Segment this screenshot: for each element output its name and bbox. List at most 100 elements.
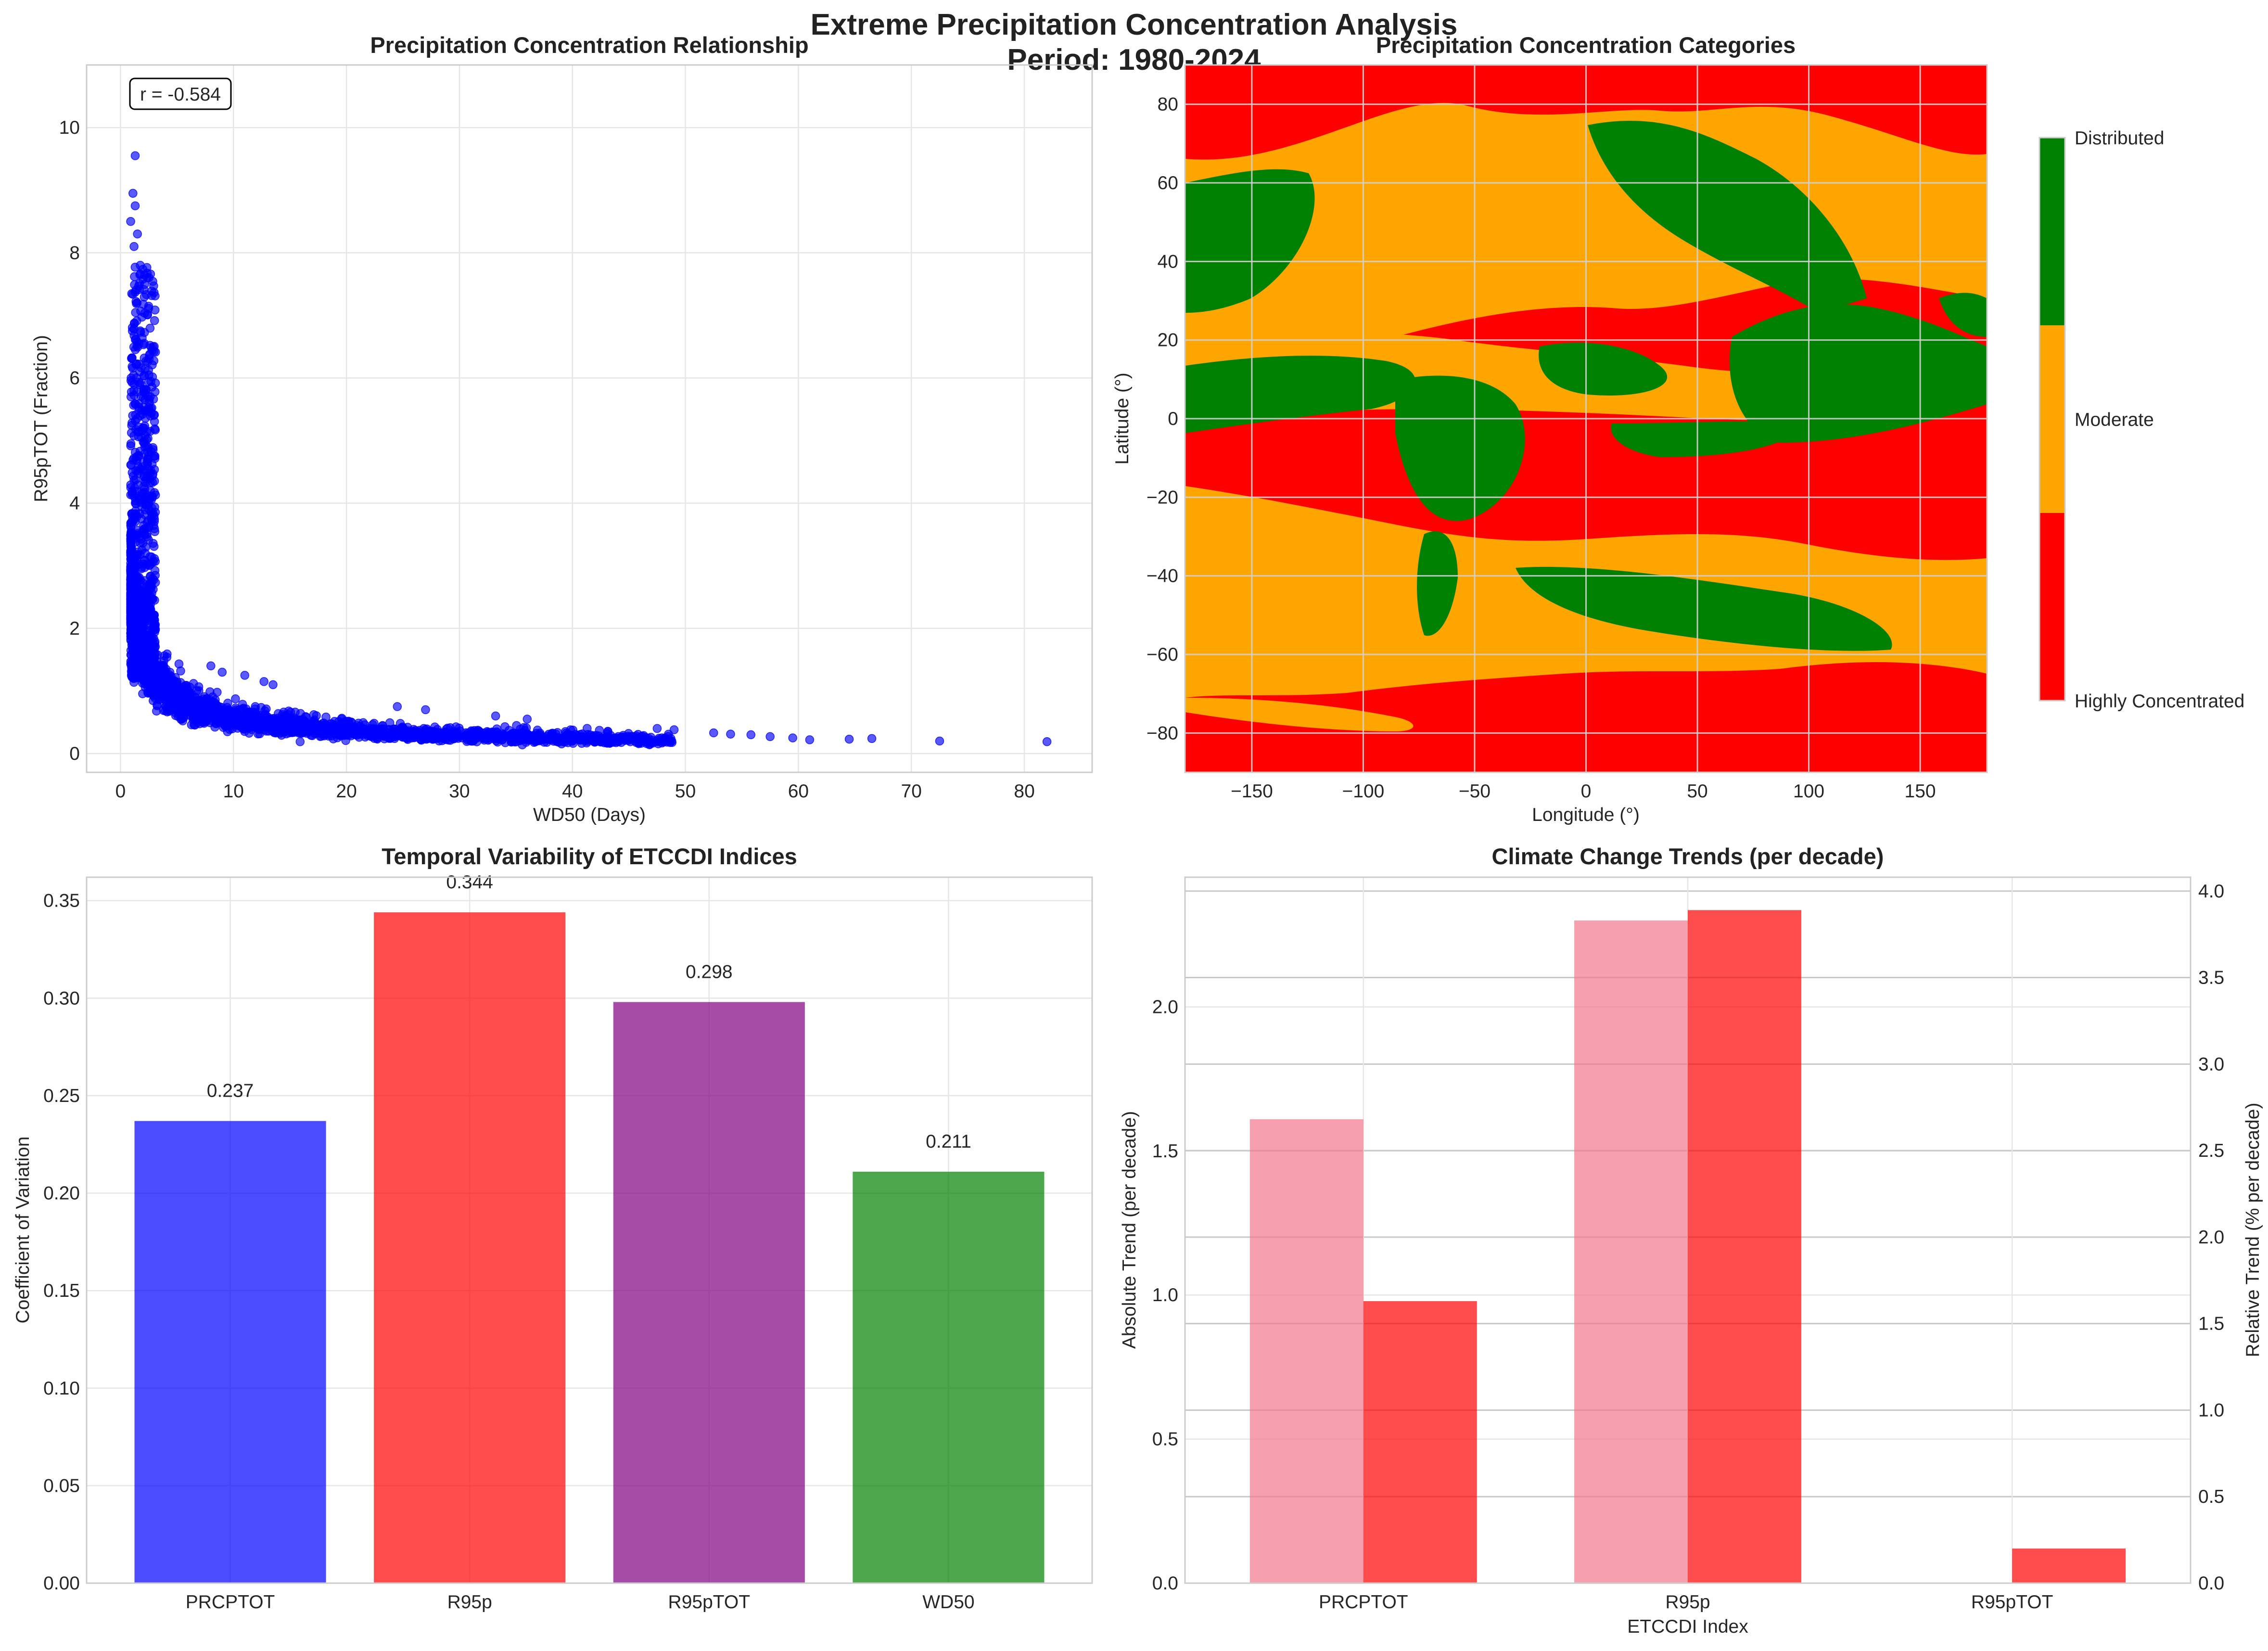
scatter-point: [251, 702, 260, 711]
scatter-panel: 0 10 20 30 40 50 60 70 80 0 2 4 6 8 10 Precipitation C…: [31, 32, 1093, 825]
scatter-point: [492, 724, 501, 734]
scatter-point: [134, 282, 143, 291]
scatter-point: [256, 722, 266, 731]
trends-title: Climate Change Trends (per decade): [1492, 844, 1884, 869]
trends-ytick-right: 2.5: [2198, 1140, 2224, 1161]
scatter-point: [269, 728, 279, 737]
scatter-point: [417, 729, 426, 738]
map-ylabel: Latitude (°): [1112, 372, 1133, 464]
scatter-point: [529, 735, 538, 744]
scatter-point: [867, 734, 877, 743]
map-title: Precipitation Concentration Categories: [1376, 32, 1796, 58]
scatter-xtick: 50: [675, 781, 696, 802]
colorbar-label-highly-concentrated: Highly Concentrated: [2075, 691, 2244, 712]
scatter-point: [131, 506, 140, 516]
scatter-point: [146, 583, 155, 592]
scatter-point: [166, 684, 175, 693]
scatter-point: [138, 586, 148, 596]
cv-bar-r95p: [374, 912, 566, 1583]
trends-ytick-right: 2.0: [2198, 1227, 2224, 1248]
cv-panel: 0.237 0.344 0.298 0.211 0.00 0.05 0.10 0.15 0.2…: [13, 844, 1093, 1613]
trends-bar-right-r95ptot: [2012, 1549, 2126, 1583]
scatter-point: [159, 656, 168, 666]
scatter-point: [129, 242, 139, 251]
scatter-point: [141, 500, 151, 510]
map-xtick: 150: [1905, 781, 1936, 802]
scatter-point: [468, 734, 478, 743]
trends-xtick: PRCPTOT: [1319, 1592, 1408, 1613]
scatter-point: [478, 732, 488, 742]
trends-ytick-right: 0.5: [2198, 1486, 2224, 1507]
scatter-point: [149, 623, 158, 632]
trends-ytick-right: 1.5: [2198, 1314, 2224, 1334]
map-ytick: 60: [1158, 173, 1178, 193]
scatter-point: [127, 421, 136, 430]
scatter-point: [397, 732, 407, 742]
scatter-point: [669, 725, 679, 734]
scatter-point: [141, 648, 151, 657]
scatter-ytick: 8: [69, 243, 80, 263]
scatter-point: [709, 728, 718, 738]
cv-bar-r95ptot: [613, 1002, 805, 1583]
scatter-point: [211, 705, 220, 715]
colorbar: Distributed Moderate Highly Concentrated: [2039, 128, 2244, 712]
scatter-point: [150, 488, 159, 497]
scatter-point: [226, 717, 235, 726]
scatter-point: [147, 286, 156, 296]
scatter-point: [355, 725, 364, 734]
scatter-point: [201, 710, 211, 719]
map-ytick: 80: [1158, 94, 1178, 115]
scatter-point: [149, 542, 159, 551]
scatter-point: [133, 605, 142, 614]
colorbar-label-moderate: Moderate: [2075, 410, 2154, 430]
scatter-ytick: 4: [69, 493, 80, 514]
scatter-point: [130, 272, 139, 282]
scatter-point: [553, 734, 563, 743]
scatter-point: [139, 472, 149, 481]
scatter-point: [219, 709, 229, 718]
scatter-point: [421, 705, 430, 715]
trends-xlabel: ETCCDI Index: [1627, 1616, 1748, 1637]
trends-ytick-right: 3.0: [2198, 1054, 2224, 1075]
scatter-point: [202, 694, 212, 703]
scatter-point: [127, 546, 137, 555]
scatter-title: Precipitation Concentration Relationship: [370, 32, 808, 58]
scatter-point: [127, 517, 136, 526]
scatter-point: [150, 527, 160, 537]
trends-ylabel-left: Absolute Trend (per decade): [1119, 1111, 1140, 1349]
cv-bar-prcptot: [134, 1121, 326, 1583]
scatter-point: [145, 552, 155, 562]
scatter-ylabel: R95pTOT (Fraction): [31, 335, 51, 502]
scatter-point: [430, 727, 439, 736]
map-ytick: −80: [1147, 723, 1178, 743]
map-xtick: 100: [1793, 781, 1824, 802]
scatter-point: [130, 201, 140, 210]
scatter-point: [509, 734, 519, 744]
scatter-point: [593, 734, 602, 743]
scatter-point: [148, 478, 157, 487]
scatter-point: [214, 717, 223, 727]
map-xtick: −50: [1459, 781, 1491, 802]
trends-panel: 0.0 0.5 1.0 1.5 2.0 0.0 0.5 1.0 1.5 2.0 2.5 3.0 3.5 4…: [1119, 844, 2263, 1637]
scatter-point: [150, 566, 160, 575]
scatter-point: [133, 480, 142, 489]
region-distributed-east: [1939, 293, 1987, 337]
scatter-point: [136, 464, 145, 474]
cv-bar-wd50: [853, 1171, 1045, 1583]
scatter-point: [622, 734, 631, 744]
map-ytick: −60: [1147, 644, 1178, 665]
trends-ytick-left: 1.5: [1152, 1141, 1178, 1162]
scatter-point: [393, 702, 402, 711]
scatter-point: [127, 326, 137, 336]
scatter-point: [577, 732, 586, 742]
scatter-point: [126, 217, 135, 226]
trends-ytick-left: 0.5: [1152, 1429, 1178, 1450]
trends-ytick-right: 3.5: [2198, 968, 2224, 988]
region-distributed-tropics-3: [1539, 343, 1668, 396]
trends-bars: [1249, 910, 2126, 1583]
scatter-point: [384, 728, 394, 738]
scatter-point: [130, 262, 140, 272]
scatter-point: [239, 704, 248, 713]
scatter-point: [726, 730, 735, 739]
trends-xtick: R95p: [1665, 1592, 1710, 1613]
